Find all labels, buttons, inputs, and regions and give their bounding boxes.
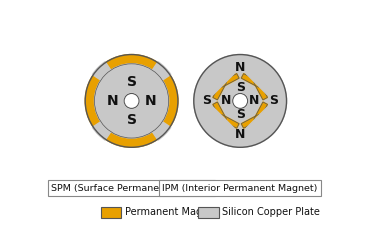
Wedge shape (92, 62, 111, 81)
Circle shape (194, 55, 286, 147)
Text: S: S (269, 94, 278, 107)
Wedge shape (152, 121, 171, 140)
Wedge shape (92, 121, 111, 140)
Text: S: S (126, 75, 137, 89)
Text: S: S (126, 113, 137, 127)
Text: IPM (Interior Permanent Magnet): IPM (Interior Permanent Magnet) (162, 183, 318, 193)
Polygon shape (220, 74, 239, 87)
Wedge shape (152, 62, 171, 81)
Circle shape (95, 64, 169, 138)
Text: SPM (Surface Permanent Magnet): SPM (Surface Permanent Magnet) (52, 183, 212, 193)
Text: N: N (107, 94, 118, 108)
Polygon shape (254, 102, 267, 122)
Text: Silicon Copper Plate: Silicon Copper Plate (222, 207, 320, 217)
Text: S: S (236, 81, 245, 93)
Polygon shape (220, 114, 239, 128)
Circle shape (85, 55, 178, 147)
Circle shape (223, 83, 258, 119)
Polygon shape (246, 71, 270, 95)
Polygon shape (246, 107, 270, 131)
Polygon shape (211, 107, 234, 131)
Bar (101, 207, 122, 218)
Circle shape (124, 93, 139, 108)
Circle shape (233, 93, 248, 108)
Text: N: N (249, 94, 259, 107)
Text: N: N (235, 128, 245, 141)
Text: S: S (236, 108, 245, 121)
Text: N: N (145, 94, 157, 108)
Polygon shape (213, 80, 227, 100)
Polygon shape (211, 71, 234, 95)
Text: N: N (235, 61, 245, 74)
Polygon shape (241, 74, 261, 87)
Text: N: N (221, 94, 232, 107)
Text: S: S (202, 94, 211, 107)
Polygon shape (241, 114, 261, 128)
Bar (198, 207, 219, 218)
Polygon shape (254, 80, 267, 100)
Text: Permanent Magnet: Permanent Magnet (125, 207, 218, 217)
Polygon shape (213, 102, 227, 122)
